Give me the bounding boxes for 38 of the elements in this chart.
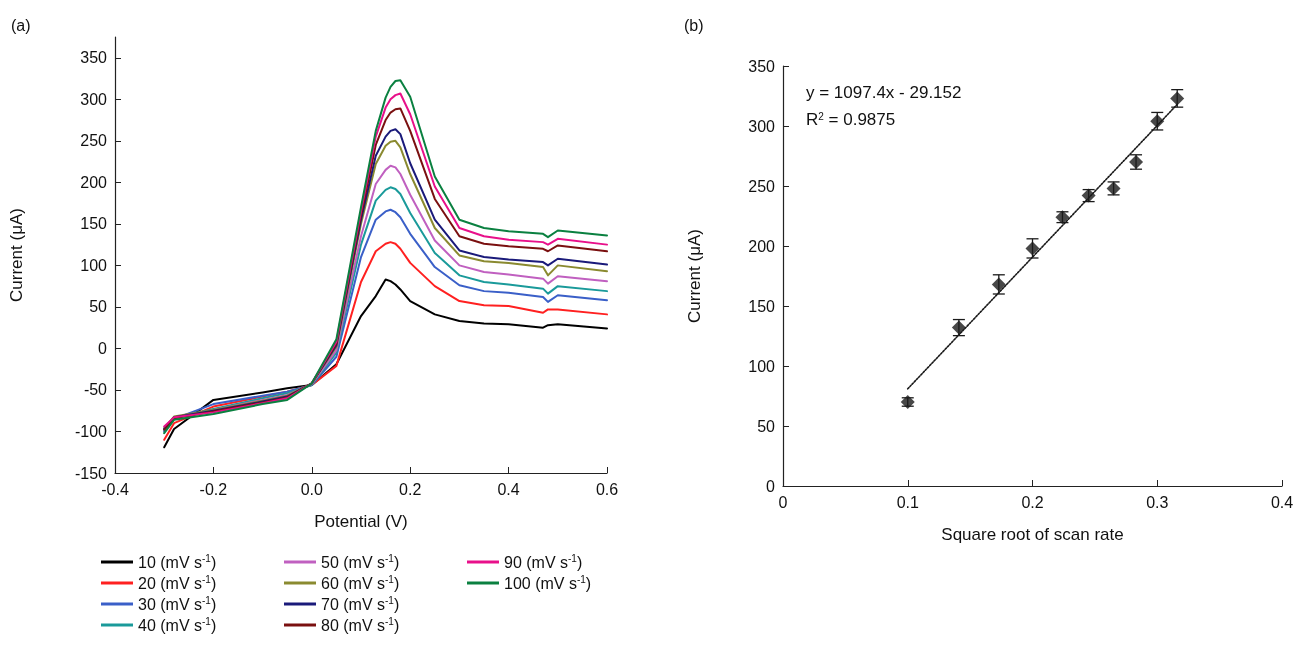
y-tick-label: 150 [80, 215, 108, 233]
y-tick-label: 200 [80, 173, 108, 191]
y-tick-label: 0 [98, 339, 108, 357]
y-tick-label: 100 [80, 256, 108, 274]
y-tick-label: 250 [748, 177, 776, 195]
line-series [163, 278, 608, 449]
x-tick-label: 0 [778, 493, 788, 511]
y-tick-label: -50 [83, 381, 108, 399]
x-tick-label: 0.3 [1146, 493, 1169, 511]
y-tick-label: 150 [748, 297, 776, 315]
x-axis-title: Square root of scan rate [941, 525, 1124, 544]
y-tick-label: 50 [89, 298, 108, 316]
chart-title: (a) [11, 16, 31, 34]
y-axis-title: Current (μA) [685, 229, 704, 323]
y-tick-label: 100 [748, 357, 776, 375]
chart-title: (b) [684, 16, 704, 34]
y-tick-label: -100 [74, 422, 108, 440]
y-tick-label: 300 [80, 90, 108, 108]
y-tick-label: 250 [80, 132, 108, 150]
y-axis-title: Current (μA) [7, 208, 26, 302]
x-tick-label: 0.4 [1270, 493, 1294, 511]
y-tick-label: 200 [748, 237, 776, 255]
y-tick-label: 350 [748, 57, 776, 75]
x-tick-label: 0.0 [300, 480, 324, 498]
y-tick-label: 300 [748, 117, 776, 135]
y-tick-label: 50 [757, 417, 776, 435]
y-tick-label: -150 [74, 464, 108, 482]
x-tick-label: 0.4 [497, 480, 520, 498]
x-tick-label: -0.2 [199, 480, 228, 498]
x-tick-label: 0.1 [896, 493, 919, 511]
x-tick-label: -0.4 [101, 480, 129, 498]
x-tick-label: 0.2 [1021, 493, 1044, 511]
line-series [163, 241, 608, 441]
x-tick-label: 0.2 [399, 480, 422, 498]
x-tick-label: 0.6 [595, 480, 619, 498]
y-tick-label: 350 [80, 49, 108, 67]
annotation: y = 1097.4x - 29.152 [806, 83, 962, 102]
x-axis-title: Potential (V) [314, 512, 408, 531]
